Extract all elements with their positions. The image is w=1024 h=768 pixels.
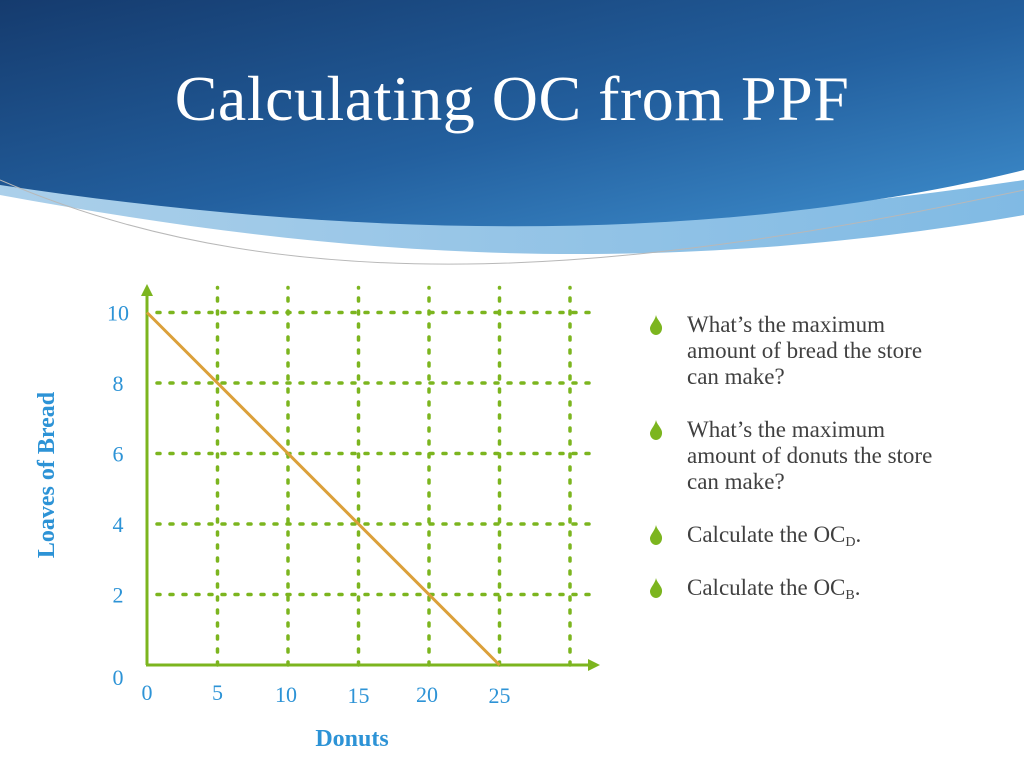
y-tick-label: 6 xyxy=(113,442,124,467)
ppf-chart: 0 5 10 15 20 25 0 2 4 6 8 10 Donuts Loaves of Bread xyxy=(34,284,600,752)
page-title: Calculating OC from PPF xyxy=(174,63,850,134)
header-thin-curve xyxy=(0,179,1024,265)
question-text: What’s the maximum amount of bread the s… xyxy=(687,312,923,389)
x-axis-arrow xyxy=(588,659,600,671)
y-tick-label: 10 xyxy=(107,301,129,326)
chart-axes xyxy=(141,284,600,671)
chart-grid xyxy=(155,285,597,667)
question-subscript: D xyxy=(845,535,856,550)
question-item: Calculate the OCB. xyxy=(648,575,948,603)
y-tick-label: 0 xyxy=(113,665,124,690)
question-text: Calculate the OC xyxy=(687,522,846,547)
y-tick-label: 8 xyxy=(113,371,124,396)
x-tick-label: 0 xyxy=(142,680,153,705)
header-swoosh-light xyxy=(0,175,1024,255)
question-item: Calculate the OCD. xyxy=(648,522,948,550)
y-axis-label: Loaves of Bread xyxy=(34,391,60,558)
question-item: What’s the maximum amount of donuts the … xyxy=(648,417,948,495)
x-tick-label: 5 xyxy=(212,680,223,705)
question-text: Calculate the OC xyxy=(687,575,846,600)
header-background xyxy=(0,0,1024,227)
question-text: What’s the maximum amount of donuts the … xyxy=(687,417,933,494)
question-suffix: . xyxy=(855,522,862,547)
question-list: What’s the maximum amount of bread the s… xyxy=(648,312,948,628)
chart-series xyxy=(145,311,501,667)
x-tick-label: 10 xyxy=(275,682,297,707)
question-suffix: . xyxy=(854,575,861,600)
chart-ticks: 0 5 10 15 20 25 0 2 4 6 8 10 xyxy=(107,301,511,709)
x-tick-label: 25 xyxy=(489,683,511,708)
y-tick-label: 4 xyxy=(113,512,124,537)
x-tick-label: 20 xyxy=(416,682,438,707)
flame-bullet-icon xyxy=(649,420,663,440)
question-subscript: B xyxy=(845,588,855,603)
question-item: What’s the maximum amount of bread the s… xyxy=(648,312,948,390)
flame-bullet-icon xyxy=(649,315,663,335)
y-tick-label: 2 xyxy=(113,583,124,608)
x-axis-label: Donuts xyxy=(315,726,388,752)
ppf-line xyxy=(145,311,501,667)
header-banner xyxy=(0,0,1024,265)
flame-bullet-icon xyxy=(649,525,663,545)
y-axis-arrow xyxy=(141,284,153,296)
x-tick-label: 15 xyxy=(348,683,370,708)
flame-bullet-icon xyxy=(649,578,663,598)
